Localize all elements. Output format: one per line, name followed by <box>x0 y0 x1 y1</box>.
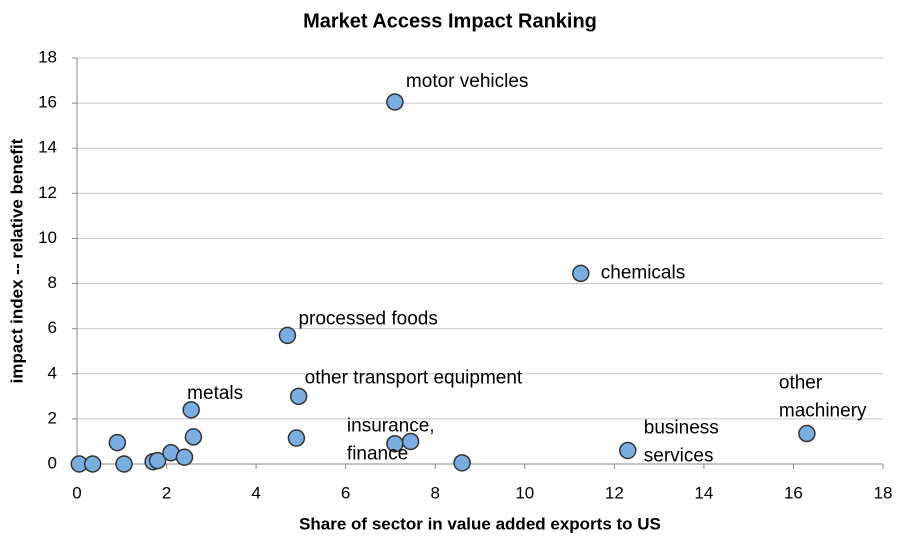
x-tick-label: 18 <box>874 483 893 502</box>
chart-title: Market Access Impact Ranking <box>303 10 597 32</box>
x-tick-label: 16 <box>784 483 803 502</box>
point-label: motor vehicles <box>406 71 529 92</box>
y-tick-label: 10 <box>38 228 57 247</box>
x-tick-label: 0 <box>72 483 81 502</box>
x-tick-label: 12 <box>605 483 624 502</box>
point <box>83 455 102 473</box>
y-axis-title: impact index -- relative benefit <box>7 138 26 383</box>
point-label: finance <box>347 444 408 465</box>
point <box>401 432 420 451</box>
point <box>108 433 127 452</box>
point <box>175 448 194 466</box>
y-tick-label: 16 <box>38 93 57 112</box>
point-label: services <box>644 445 714 466</box>
x-tick-label: 2 <box>162 483 171 502</box>
x-tick-label: 14 <box>694 483 713 502</box>
x-tick-label: 10 <box>515 483 534 502</box>
point <box>148 451 167 470</box>
point-label: business <box>644 417 719 438</box>
point-label: insurance, <box>347 416 435 437</box>
point <box>184 428 203 446</box>
point <box>289 387 308 406</box>
point <box>572 264 590 283</box>
point <box>287 429 306 447</box>
y-tick-label: 12 <box>38 183 57 202</box>
point <box>115 455 133 473</box>
x-tick-label: 4 <box>251 483 260 502</box>
point <box>798 424 816 443</box>
y-tick-label: 18 <box>38 47 57 66</box>
point-label: metals <box>187 383 243 404</box>
x-tick-label: 6 <box>341 483 350 502</box>
point <box>619 441 637 460</box>
x-axis-title: Share of sector in value added exports t… <box>299 514 661 533</box>
point <box>453 454 471 472</box>
y-tick-label: 4 <box>48 363 57 382</box>
point-label: other transport equipment <box>305 367 523 388</box>
y-tick-label: 14 <box>38 138 57 157</box>
point-label: chemicals <box>601 262 685 283</box>
y-tick-label: 0 <box>48 453 57 472</box>
y-tick-label: 8 <box>48 273 57 292</box>
point-label: processed foods <box>298 308 437 329</box>
point <box>182 401 200 419</box>
x-tick-label: 8 <box>430 483 439 502</box>
point-label: machinery <box>779 401 867 422</box>
point <box>278 326 297 345</box>
point-label: other <box>779 373 823 394</box>
y-tick-label: 6 <box>48 318 57 337</box>
point <box>386 93 404 111</box>
y-tick-label: 2 <box>48 408 57 427</box>
